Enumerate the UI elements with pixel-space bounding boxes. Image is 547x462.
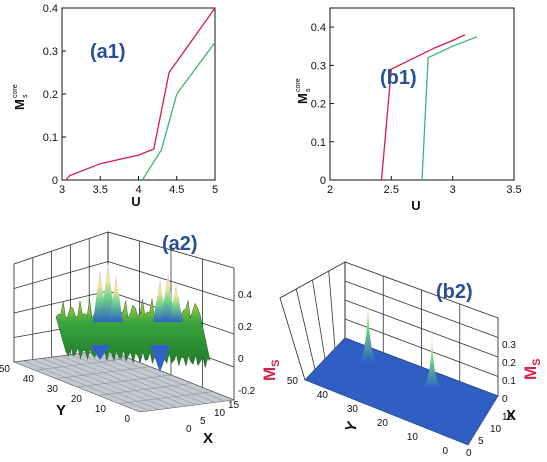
z-tick-label: 0 [238,354,244,365]
z-tick-label: 0.3 [502,340,516,351]
y-axis-label-sub-b1: s [305,88,312,92]
grid-line [312,279,326,360]
y-tick-label: 10 [95,404,107,415]
y-tick-label: 40 [23,374,35,385]
z-tick-label: 0 [502,394,508,405]
x-axis-label-b1: U [411,198,420,213]
y-tick-label: 0.3 [43,46,58,58]
panel-label-a1: (a1) [90,41,126,63]
y-tick-label: 0.1 [311,137,326,149]
svg-text:M: M [12,99,27,110]
surface-peak [423,322,441,388]
z-axis-label-b2: MS [521,358,543,380]
grid-line [328,270,336,349]
chart-b1: 2 2.5 3 3.5 0 0.1 0.2 0.3 0.4 (b1) U M core s [295,7,522,213]
surface-dip [90,345,110,360]
series-line-green [421,36,478,181]
surface-peak [169,285,183,322]
x-tick-label: 4.5 [169,184,184,196]
panel-label-b2: (b2) [436,281,473,303]
panel-label-a2: (a2) [162,233,198,255]
y-tick-label: 0 [442,446,448,457]
x-tick-label: 2.5 [384,184,399,196]
surface-peak [109,275,123,322]
z-tick-label: -0.2 [238,386,256,397]
y-tick-label: 0.2 [43,89,58,101]
base-grid-line [118,391,214,404]
x-tick-label: 3.5 [93,184,108,196]
y-axis-label-sup-b1: core [295,78,302,92]
series-line-red [380,34,466,181]
y-tick-label: 10 [407,432,419,443]
surface-peak [359,286,377,362]
surface-dip [150,345,170,372]
y-tick-label: 0.4 [311,22,326,34]
base-grid-line [76,374,172,388]
svg-text:M: M [295,93,310,104]
x-tick-label: 0 [186,424,192,435]
chart-a1: 3 3.5 4 4.5 5 0 0.1 0.2 0.3 0.4 (a1) U M core s [12,3,218,209]
grid-line [344,299,499,358]
surface-plane-b2 [304,337,499,446]
y-axis-label-a1: M core s [12,84,29,110]
base-grid-line [55,366,151,379]
z-tick-label: 0.2 [502,358,516,369]
y-axis-label-b1: M core s [295,78,312,104]
y-tick-label: 0.4 [43,3,58,15]
base-grid-line [34,358,130,371]
x-tick-label: 10 [214,408,226,419]
plot-frame-a1 [61,7,216,181]
y-tick-label: 0.3 [311,60,326,72]
y-tick-label: 30 [347,404,359,415]
z-axis-label-a2: MS [260,359,282,381]
y-tick-label: 0 [52,175,58,187]
y-tick-label: 0.1 [43,132,58,144]
y-axis-label-a2: Y [56,402,66,419]
x-tick-label: 15 [502,412,514,423]
y-tick-label: 30 [47,384,59,395]
grid-line [344,318,499,377]
x-tick-label: 3.5 [506,184,521,196]
x-tick-label: 0 [466,448,472,459]
z-tick-label: 0.4 [238,290,252,301]
y-tick-label: 0 [124,414,130,425]
y-tick-label: 50 [0,364,10,375]
y-axis-label-b2: Y [342,419,361,434]
base-grid-line [97,383,193,396]
x-tick-label: 10 [490,424,502,435]
y-tick-label: 20 [377,418,389,429]
x-axis-label-b2: X [506,407,516,424]
y-tick-label: 0 [320,175,326,187]
z-tick-label: 0.1 [502,376,516,387]
y-tick-label: 0.2 [311,99,326,111]
y-tick-label: 40 [317,390,329,401]
x-tick-label: 5 [200,416,206,427]
x-tick-label: 5 [478,436,484,447]
series-line-red [65,7,216,181]
grid-line [13,290,109,314]
grid-line [344,280,499,338]
x-tick-label: 4 [135,184,141,196]
plot-frame-b1 [329,7,515,181]
x-tick-label: 5 [212,184,218,196]
series-line-green [141,42,216,181]
grid-line [295,288,316,370]
y-tick-label: 20 [71,394,83,405]
panel-label-b1: (b1) [380,67,417,89]
y-axis-label-sub-a1: s [22,94,29,98]
y-axis-label-sup-a1: core [12,84,19,98]
x-tick-label: 15 [228,400,240,411]
x-tick-label: 3 [450,184,456,196]
x-tick-label: 2 [327,184,333,196]
y-tick-label: 50 [287,376,299,387]
x-axis-label-a1: U [131,194,140,209]
x-axis-label-a2: X [203,430,213,447]
x-tick-label: 3 [59,184,65,196]
z-tick-label: 0.2 [238,322,252,333]
grid-line [13,261,109,289]
